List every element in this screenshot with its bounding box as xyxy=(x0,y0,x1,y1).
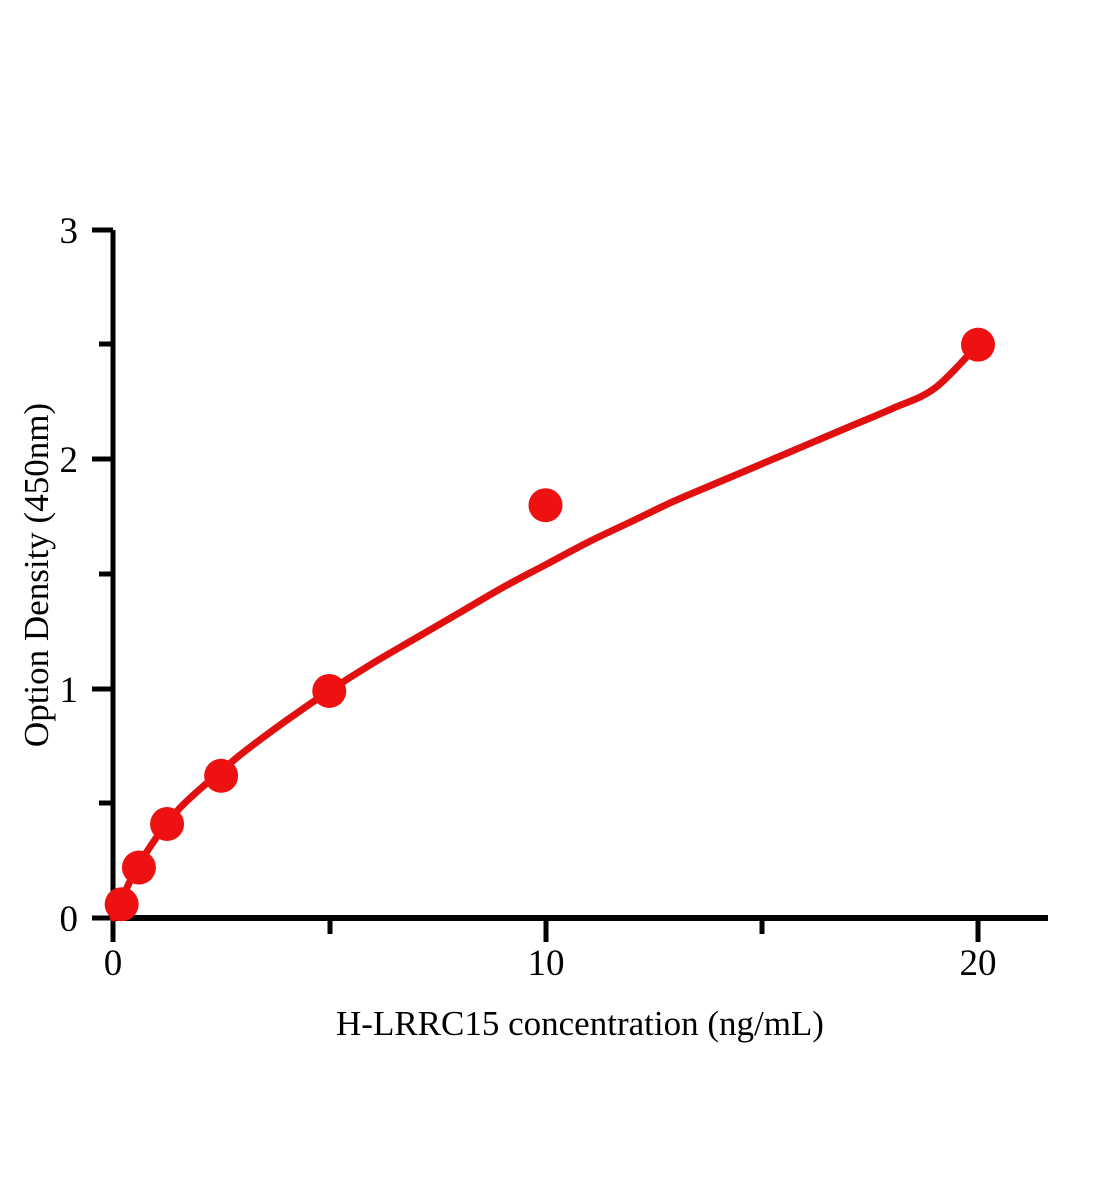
data-point xyxy=(150,806,185,841)
x-axis-major-ticks xyxy=(110,918,981,942)
data-point xyxy=(312,673,347,708)
x-axis-title: H-LRRC15 concentration (ng/mL) xyxy=(336,1004,824,1043)
x-tick-label-10: 10 xyxy=(528,943,565,984)
axes-group xyxy=(110,230,1048,921)
y-tick-label-3: 3 xyxy=(60,211,79,252)
data-point xyxy=(121,850,156,885)
y-axis-title: Option Density (450nm) xyxy=(17,403,56,747)
data-point xyxy=(104,887,139,922)
data-point xyxy=(961,327,995,362)
y-tick-label-1: 1 xyxy=(60,670,79,711)
data-point-markers xyxy=(104,327,995,922)
y-axis-major-ticks xyxy=(92,227,113,921)
y-axis-minor-ticks xyxy=(99,341,113,806)
fit-curve-line xyxy=(109,341,982,922)
data-point xyxy=(204,758,239,793)
x-axis-minor-ticks xyxy=(327,918,765,934)
y-tick-label-0: 0 xyxy=(60,899,79,940)
x-tick-label-20: 20 xyxy=(960,943,997,984)
x-tick-label-0: 0 xyxy=(104,943,123,984)
y-tick-label-2: 2 xyxy=(60,440,79,481)
data-point xyxy=(528,488,563,523)
